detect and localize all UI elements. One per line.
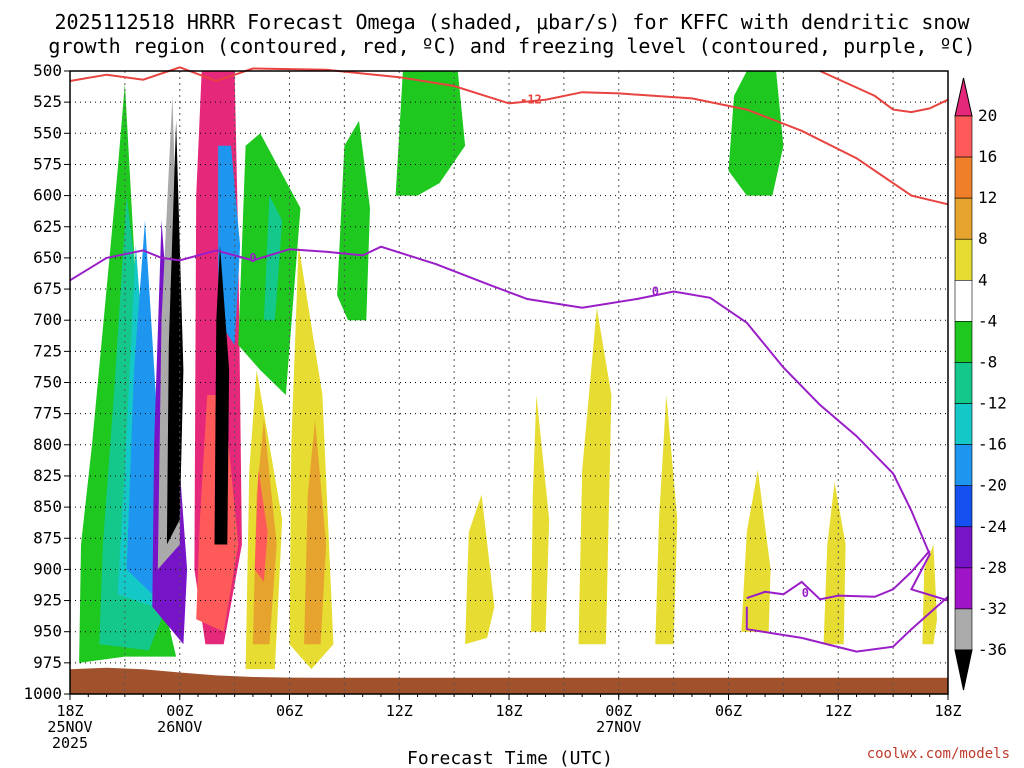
x-tick-label-36-0: 06Z <box>715 702 742 720</box>
y-tick-label-500: 500 <box>33 61 62 80</box>
colorbar-label-0: 20 <box>978 106 997 125</box>
x-tick-label-12-0: 06Z <box>276 702 303 720</box>
contour-label-0: -12 <box>520 93 542 107</box>
x-tick-label-18-0: 12Z <box>386 702 413 720</box>
x-tick-label-0-2: 2025 <box>52 734 88 752</box>
x-tick-label-30-1: 27NOV <box>596 718 641 736</box>
y-tick-label-750: 750 <box>33 373 62 392</box>
y-tick-label-725: 725 <box>33 341 62 360</box>
y-tick-label-875: 875 <box>33 528 62 547</box>
colorbar-segment-8 <box>954 444 973 486</box>
axes: 500 525 550 575 600 625 650 675 700 725 750 775 800 8… <box>23 61 961 752</box>
y-tick-label-850: 850 <box>33 497 62 516</box>
colorbar-segment-3 <box>954 238 973 281</box>
omega-shade-18 <box>337 120 370 321</box>
x-tick-label-0-0: 18Z <box>56 702 83 720</box>
contour-label-3: 0 <box>802 586 809 600</box>
colorbar-label-6: -8 <box>978 352 997 371</box>
colorbar-segment-6 <box>954 362 973 404</box>
omega-shade-21 <box>531 395 550 632</box>
colorbar-label-1: 16 <box>978 147 997 166</box>
omega-shade-24 <box>741 469 771 632</box>
colorbar-label-11: -28 <box>978 558 1007 577</box>
y-tick-label-1000: 1000 <box>23 684 62 703</box>
contour-line-3 <box>746 550 931 601</box>
y-tick-label-550: 550 <box>33 123 62 142</box>
y-tick-label-775: 775 <box>33 404 62 423</box>
colorbar-label-10: -24 <box>978 517 1007 536</box>
colorbar: 20 16 12 8 4 -4 -8 -12 -16 -20 -24 -28 -32 -36 <box>954 77 1007 691</box>
x-tick-label-6-1: 26NOV <box>157 718 202 736</box>
chart-title-line-2: growth region (contoured, red, ºC) and f… <box>48 34 975 58</box>
colorbar-segment-1 <box>954 156 973 199</box>
colorbar-bottom-arrow <box>954 649 973 691</box>
omega-shade-12 <box>263 195 283 321</box>
y-tick-label-950: 950 <box>33 622 62 641</box>
y-tick-label-525: 525 <box>33 92 62 111</box>
colorbar-label-4: 4 <box>978 270 988 289</box>
y-tick-label-800: 800 <box>33 435 62 454</box>
colorbar-segment-2 <box>954 197 973 240</box>
contour-line-1 <box>819 70 949 114</box>
colorbar-label-8: -16 <box>978 435 1007 454</box>
omega-shade-17 <box>304 419 327 645</box>
y-tick-label-975: 975 <box>33 653 62 672</box>
y-tick-label-600: 600 <box>33 186 62 205</box>
y-tick-label-825: 825 <box>33 466 62 485</box>
colorbar-top-arrow <box>954 77 973 117</box>
contour-label-2: 0 <box>652 285 659 299</box>
contour-line-2 <box>69 245 949 602</box>
colorbar-segment-12 <box>954 608 973 651</box>
x-tick-label-6-0: 00Z <box>166 702 193 720</box>
omega-shade-15 <box>254 469 268 582</box>
x-tick-label-48-0: 18Z <box>934 702 961 720</box>
colorbar-segment-9 <box>954 485 973 528</box>
x-tick-label-42-0: 12Z <box>825 702 852 720</box>
colorbar-segment-10 <box>954 526 973 569</box>
contour-label-1: 0 <box>249 251 256 265</box>
contour-line-0 <box>69 66 949 206</box>
credit-text: coolwx.com/models <box>867 746 1010 762</box>
plot-area <box>70 71 948 694</box>
colorbar-label-12: -32 <box>978 599 1007 618</box>
y-tick-label-700: 700 <box>33 310 62 329</box>
chart-title-line-1: 2025112518 HRRR Forecast Omega (shaded, … <box>54 10 970 34</box>
colorbar-label-2: 12 <box>978 188 997 207</box>
colorbar-segment-0 <box>954 115 973 158</box>
y-tick-label-925: 925 <box>33 591 62 610</box>
x-tick-label-30-0: 00Z <box>605 702 632 720</box>
colorbar-label-3: 8 <box>978 229 988 248</box>
colorbar-segment-7 <box>954 403 973 445</box>
omega-shade-9 <box>218 145 241 346</box>
omega-shade-20 <box>465 494 495 645</box>
contours: -12 0 0 0 <box>69 66 949 653</box>
y-tick-label-650: 650 <box>33 248 62 267</box>
omega-shade-22 <box>578 307 612 645</box>
contour-line-4 <box>745 596 949 653</box>
x-tick-label-0-1: 25NOV <box>47 718 92 736</box>
y-tick-label-575: 575 <box>33 154 62 173</box>
y-tick-label-675: 675 <box>33 279 62 298</box>
x-tick-label-24-0: 18Z <box>495 702 522 720</box>
omega-shade-23 <box>655 395 678 645</box>
colorbar-label-9: -20 <box>978 476 1007 495</box>
y-tick-label-900: 900 <box>33 559 62 578</box>
colorbar-label-5: -4 <box>978 311 997 330</box>
omega-shade-25 <box>823 482 846 645</box>
colorbar-segment-4 <box>954 280 973 322</box>
y-tick-label-625: 625 <box>33 217 62 236</box>
x-axis-label: Forecast Time (UTC) <box>407 748 613 768</box>
colorbar-segment-11 <box>954 567 973 610</box>
colorbar-segment-5 <box>954 321 973 363</box>
colorbar-label-7: -12 <box>978 394 1007 413</box>
colorbar-label-13: -36 <box>978 640 1007 659</box>
ground-terrain <box>70 667 948 694</box>
